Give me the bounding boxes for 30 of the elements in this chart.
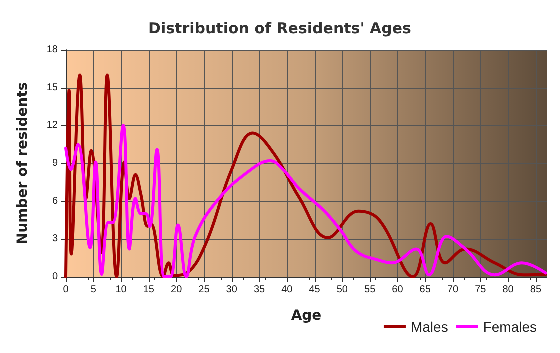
y-axis-title: Number of residents: [15, 82, 31, 245]
x-tick-label: 55: [364, 284, 376, 296]
x-tick-label: 85: [530, 284, 542, 296]
x-tick-label: 0: [63, 284, 70, 296]
x-tick-label: 45: [309, 284, 321, 296]
y-tick-label: 9: [52, 158, 58, 169]
x-tick-label: 70: [447, 284, 460, 296]
y-tick-label: 15: [46, 82, 58, 94]
chart-title: Distribution of Residents' Ages: [148, 20, 412, 38]
x-tick-label: 10: [116, 284, 128, 296]
x-tick-label: 50: [336, 284, 348, 296]
x-tick-label: 65: [420, 284, 432, 296]
y-tick-label: 12: [46, 120, 58, 132]
x-tick-label: 40: [282, 284, 294, 296]
legend-label: Males: [410, 319, 448, 335]
y-tick-label: 18: [46, 44, 58, 56]
y-tick-label: 0: [52, 272, 58, 282]
y-tick-label: 6: [52, 196, 58, 207]
y-tick-label: 3: [52, 234, 58, 245]
x-tick-label: 20: [171, 284, 183, 296]
x-axis-title: Age: [291, 308, 322, 324]
x-tick-label: 15: [143, 284, 155, 296]
x-tick-label: 75: [475, 284, 487, 296]
x-tick-label: 35: [254, 284, 266, 296]
legend-label: Females: [483, 319, 538, 335]
x-tick-label: 5: [90, 284, 97, 296]
x-tick-label: 30: [226, 284, 238, 296]
x-tick-label: 25: [198, 284, 210, 296]
x-tick-label: 80: [502, 284, 514, 296]
x-tick-label: 60: [392, 284, 404, 296]
